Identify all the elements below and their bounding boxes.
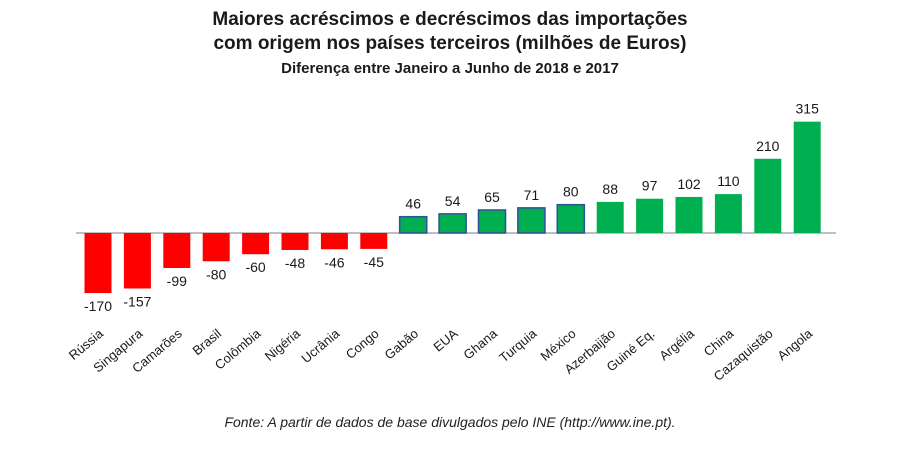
data-label-angola: 315: [796, 101, 820, 117]
bar-ghana: [477, 209, 507, 234]
category-label-ghana: Ghana: [460, 325, 500, 362]
category-label-gabao: Gabão: [382, 326, 422, 363]
data-label-mexico: 80: [563, 184, 579, 200]
category-label-ucrania: Ucrânia: [298, 325, 343, 366]
data-label-brasil: -80: [206, 266, 226, 282]
data-label-ghana: 65: [484, 189, 500, 205]
data-label-russia: -170: [84, 298, 112, 314]
chart-title-block: Maiores acréscimos e decréscimos das imp…: [0, 8, 900, 80]
data-label-gabao: 46: [405, 196, 421, 212]
data-label-eua: 54: [445, 193, 461, 209]
chart-title-line-2: com origem nos países terceiros (milhões…: [213, 33, 687, 54]
category-label-congo: Congo: [343, 326, 382, 362]
category-label-brasil: Brasil: [190, 326, 225, 358]
bar-russia: [84, 233, 112, 294]
bar-brasil: [202, 233, 230, 262]
data-label-camaroes: -99: [167, 273, 187, 289]
data-label-ucrania: -46: [324, 254, 344, 270]
bar-gabao: [398, 215, 428, 234]
bar-singapura: [123, 233, 151, 289]
data-label-turquia: 71: [524, 187, 540, 203]
data-label-china: 110: [717, 173, 740, 189]
bar-china: [714, 194, 742, 233]
bar-mexico: [556, 203, 586, 234]
data-label-guine-eq: 97: [642, 178, 658, 194]
bar-nigeria: [281, 233, 309, 250]
bar-cazaquistao: [754, 158, 782, 233]
category-label-turquia: Turquia: [496, 325, 540, 365]
bar-azerbaijao: [596, 201, 624, 233]
bar-argelia: [675, 196, 703, 233]
data-label-congo: -45: [364, 254, 384, 270]
data-label-singapura: -157: [123, 293, 151, 309]
bar-congo: [360, 233, 388, 249]
bar-guine-eq: [636, 198, 664, 233]
category-label-eua: EUA: [430, 326, 460, 355]
bar-turquia: [517, 207, 546, 234]
bar-camaroes: [163, 233, 191, 268]
bar-ucrania: [320, 233, 348, 250]
data-label-nigeria: -48: [285, 255, 305, 271]
bar-eua: [438, 213, 467, 234]
category-label-angola: Angola: [774, 325, 815, 363]
category-label-argelia: Argélia: [656, 325, 697, 363]
bar-angola: [793, 121, 821, 233]
data-label-colombia: -60: [245, 259, 265, 275]
data-label-argelia: 102: [677, 176, 701, 192]
data-label-cazaquistao: 210: [756, 138, 780, 154]
chart-title-line-1: Maiores acréscimos e decréscimos das imp…: [212, 9, 688, 30]
category-label-nigeria: Nigéria: [262, 325, 304, 363]
chart-subtitle: Diferença entre Janeiro a Junho de 2018 …: [281, 60, 619, 77]
data-label-azerbaijao: 88: [602, 181, 618, 197]
source-note: Fonte: A partir de dados de base divulga…: [224, 414, 676, 430]
bar-colombia: [242, 233, 270, 255]
